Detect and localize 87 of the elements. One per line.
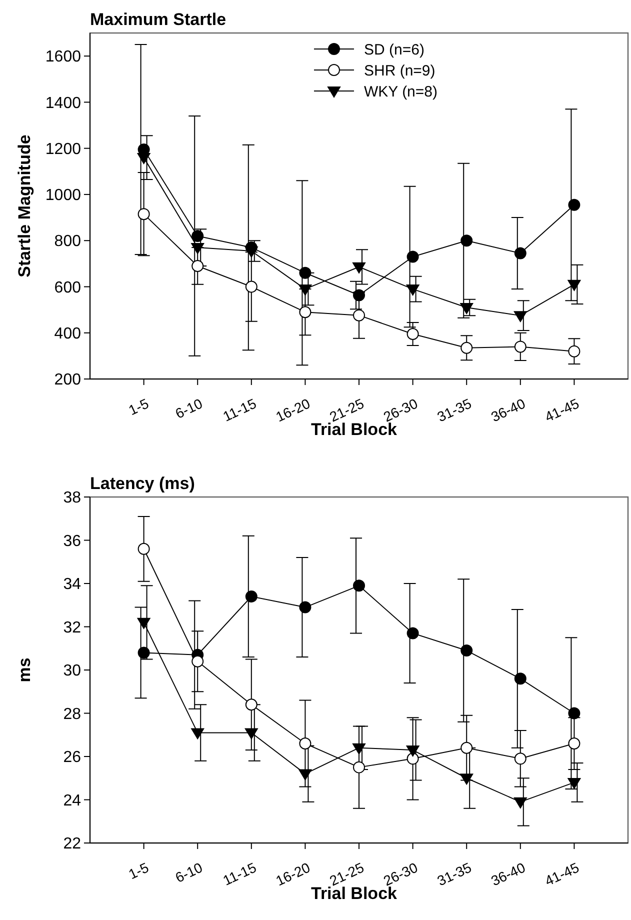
- point: [460, 234, 473, 247]
- point: [460, 644, 473, 657]
- x-tick-label: 41-45: [542, 859, 582, 889]
- point: [298, 284, 312, 296]
- point: [568, 738, 580, 750]
- y-axis-title: Startle Magnitude: [15, 134, 34, 278]
- x-tick-label: 1-5: [126, 395, 152, 418]
- y-tick-label: 26: [63, 749, 82, 766]
- point: [245, 590, 258, 602]
- point: [353, 309, 365, 322]
- point: [244, 246, 258, 258]
- y-tick-label: 1400: [45, 94, 82, 112]
- x-tick-label: 36-40: [488, 395, 528, 425]
- y-tick-label: 22: [63, 836, 82, 853]
- point: [406, 746, 420, 757]
- y-tick-label: 34: [63, 576, 82, 594]
- y-tick-label: 1200: [45, 140, 82, 158]
- point: [568, 198, 580, 211]
- x-tick-label: 1-5: [126, 859, 152, 882]
- point: [137, 153, 150, 164]
- point: [299, 738, 312, 750]
- point: [244, 728, 258, 740]
- point: [245, 698, 258, 711]
- point: [406, 250, 419, 263]
- y-tick-label: 36: [63, 532, 82, 550]
- point: [353, 289, 365, 302]
- y-tick-label: 28: [63, 706, 82, 723]
- point: [460, 774, 474, 785]
- y-tick-label: 32: [63, 619, 82, 636]
- point: [299, 306, 312, 318]
- point: [352, 743, 366, 754]
- point: [137, 618, 150, 629]
- point: [192, 230, 204, 242]
- x-tick-label: 11-15: [220, 395, 259, 424]
- legend-label: SHR (n=9): [364, 62, 436, 80]
- point: [568, 345, 580, 358]
- y-tick-label: 1600: [45, 48, 82, 66]
- point: [406, 752, 419, 765]
- point: [460, 302, 474, 314]
- point: [138, 542, 150, 555]
- point: [460, 742, 473, 754]
- point: [568, 280, 581, 291]
- point: [353, 761, 365, 774]
- x-tick-label: 31-35: [434, 395, 474, 425]
- point: [353, 580, 365, 592]
- point: [298, 769, 312, 780]
- y-tick-label: 30: [63, 662, 82, 680]
- point: [352, 262, 366, 274]
- x-tick-label: 41-45: [542, 395, 582, 425]
- point: [460, 342, 473, 354]
- point: [138, 208, 150, 220]
- point: [514, 797, 527, 808]
- y-tick-label: 38: [63, 490, 82, 507]
- x-tick-label: 6-10: [172, 395, 206, 422]
- point: [514, 340, 526, 353]
- chart-title: Latency (ms): [90, 474, 195, 493]
- x-tick-label: 11-15: [220, 859, 259, 888]
- point: [514, 752, 526, 765]
- legend-label: SD (n=6): [364, 41, 424, 58]
- point: [568, 707, 580, 720]
- point: [192, 260, 204, 272]
- y-axis-title: ms: [15, 658, 34, 682]
- y-tick-label: 24: [63, 792, 82, 810]
- point: [299, 266, 312, 279]
- point: [514, 311, 527, 322]
- point: [191, 728, 204, 740]
- point: [514, 672, 526, 685]
- chart-title: Maximum Startle: [90, 10, 226, 29]
- legend-label: WKY (n=8): [364, 83, 438, 100]
- point: [192, 655, 204, 668]
- point: [568, 778, 581, 789]
- y-tick-label: 200: [54, 372, 82, 389]
- y-tick-label: 400: [54, 325, 82, 342]
- y-tick-label: 600: [54, 279, 82, 296]
- x-tick-label: 36-40: [488, 859, 528, 889]
- point: [191, 243, 204, 254]
- x-tick-label: 6-10: [172, 859, 206, 886]
- point: [406, 627, 419, 640]
- x-tick-label: 31-35: [434, 859, 474, 889]
- point: [406, 284, 420, 296]
- y-tick-label: 1000: [45, 187, 82, 204]
- point: [514, 247, 526, 260]
- point: [406, 328, 419, 340]
- point: [245, 280, 258, 293]
- y-tick-label: 800: [54, 233, 82, 250]
- point: [299, 601, 312, 614]
- point: [138, 646, 150, 659]
